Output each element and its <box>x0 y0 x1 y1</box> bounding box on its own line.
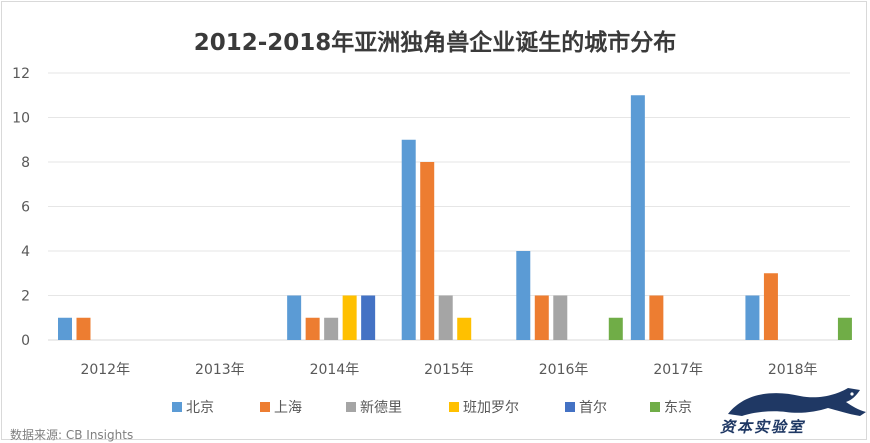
x-tick-label: 2013年 <box>195 362 245 378</box>
bar <box>516 251 531 340</box>
bar <box>630 95 645 340</box>
y-tick-label: 6 <box>21 200 30 216</box>
watermark-logo: 资本实验室 <box>720 386 870 438</box>
y-tick-label: 10 <box>12 111 30 127</box>
legend-label: 新德里 <box>360 400 402 416</box>
watermark-text: 资本实验室 <box>720 418 806 436</box>
legend-label: 北京 <box>186 400 214 416</box>
x-tick-label: 2017年 <box>653 362 703 378</box>
y-tick-layer: 0 2 4 6 8 10 12 <box>12 66 30 349</box>
legend-swatch <box>346 402 356 412</box>
bar <box>438 295 453 340</box>
legend-label: 东京 <box>664 400 692 416</box>
bar <box>401 139 416 340</box>
legend-swatch <box>565 402 575 412</box>
bars-layer <box>58 95 852 340</box>
x-tick-label: 2012年 <box>80 362 130 378</box>
legend-label: 班加罗尔 <box>463 400 519 416</box>
bar <box>649 295 664 340</box>
grid-layer <box>48 72 850 341</box>
bar <box>534 295 549 340</box>
x-tick-label: 2015年 <box>424 362 474 378</box>
x-tick-layer: 2012年 2013年 2014年 2015年 2016年 2017年 2018年 <box>80 362 817 378</box>
y-tick-label: 8 <box>21 155 30 171</box>
bar <box>361 295 376 340</box>
y-tick-label: 0 <box>21 333 30 349</box>
legend-label: 上海 <box>274 400 302 416</box>
x-tick-label: 2018年 <box>768 362 818 378</box>
bar <box>58 317 72 340</box>
y-tick-label: 12 <box>12 66 30 82</box>
x-tick-label: 2014年 <box>310 362 360 378</box>
bar <box>420 162 435 340</box>
bar <box>608 317 623 340</box>
bar <box>553 295 568 340</box>
legend-label: 首尔 <box>579 400 607 416</box>
legend-swatch <box>650 402 660 412</box>
panther-icon <box>728 388 866 416</box>
legend-swatch <box>449 402 459 412</box>
y-tick-label: 4 <box>21 244 30 260</box>
y-tick-label: 2 <box>21 289 30 305</box>
bar <box>324 317 339 340</box>
bar <box>745 295 760 340</box>
legend: 北京 上海 新德里 班加罗尔 首尔 东京 <box>172 400 692 416</box>
bar <box>837 317 852 340</box>
bar <box>76 317 91 340</box>
bar <box>342 295 357 340</box>
legend-swatch <box>260 402 270 412</box>
source-note: 数据来源: CB Insights <box>10 428 134 442</box>
bar <box>287 295 302 340</box>
bar <box>305 317 320 340</box>
bar <box>457 317 472 340</box>
x-tick-label: 2016年 <box>539 362 589 378</box>
chart-title: 2012-2018年亚洲独角兽企业诞生的城市分布 <box>194 29 677 56</box>
bar <box>763 273 778 340</box>
legend-swatch <box>172 402 182 412</box>
